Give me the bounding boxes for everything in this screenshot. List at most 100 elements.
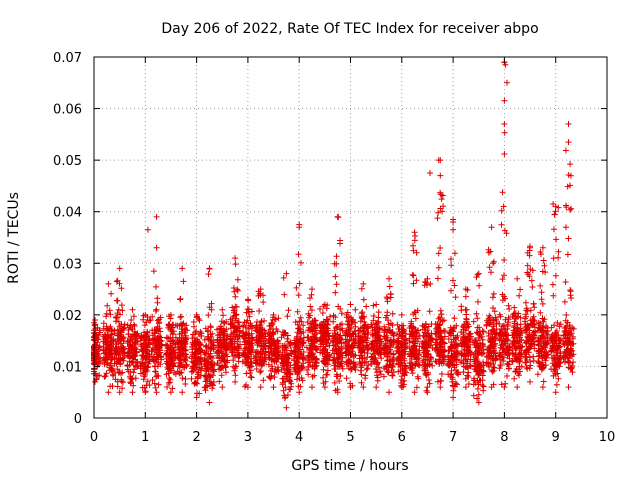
data-point [117, 311, 123, 318]
data-point [281, 362, 288, 369]
data-point [363, 303, 370, 310]
data-point [206, 304, 213, 311]
data-point [247, 370, 254, 376]
data-point [383, 363, 390, 370]
data-point [140, 316, 147, 323]
data-point [438, 371, 445, 377]
data-point [440, 203, 447, 210]
data-point [130, 349, 137, 356]
data-point [96, 327, 103, 334]
data-point [103, 370, 110, 377]
data-point [568, 205, 575, 212]
data-point [204, 365, 211, 372]
data-point [527, 378, 533, 385]
x-tick-label: 1 [141, 430, 149, 445]
data-point [357, 367, 364, 374]
data-point [176, 370, 183, 377]
x-tick-label: 0 [90, 430, 98, 445]
data-point [106, 307, 113, 314]
data-point [394, 321, 401, 328]
data-point [451, 315, 458, 322]
data-point [501, 384, 508, 391]
data-point [208, 361, 215, 368]
data-point [338, 360, 344, 367]
data-point [102, 373, 109, 380]
data-point [284, 335, 291, 342]
grid-lines [94, 57, 607, 418]
data-point [489, 294, 496, 301]
data-point [201, 356, 208, 363]
data-point [304, 319, 311, 326]
data-point [179, 375, 186, 382]
data-point [552, 389, 559, 396]
data-point [216, 348, 223, 355]
data-point [438, 311, 445, 318]
data-point [361, 313, 367, 320]
data-point [408, 328, 415, 335]
data-point [409, 370, 416, 377]
data-point [434, 378, 441, 385]
data-point [437, 329, 444, 336]
data-point [375, 318, 382, 325]
data-point [310, 321, 317, 328]
data-point [229, 315, 236, 322]
data-point [424, 327, 431, 334]
data-point [397, 368, 404, 375]
data-point [403, 336, 409, 343]
data-point [166, 360, 173, 367]
data-point [107, 311, 114, 318]
data-point [139, 346, 145, 353]
data-point [335, 345, 342, 352]
data-point [308, 342, 314, 349]
data-point [116, 265, 123, 272]
data-point [245, 358, 252, 365]
data-point [179, 389, 186, 396]
data-point [462, 293, 469, 300]
data-point [246, 313, 253, 320]
data-point [374, 337, 381, 344]
data-point [527, 243, 533, 250]
data-point [387, 290, 394, 297]
data-point [300, 322, 307, 329]
data-point [349, 344, 356, 351]
data-point [386, 275, 392, 282]
data-point [232, 378, 239, 385]
data-point [361, 330, 368, 337]
data-point [501, 272, 507, 279]
data-point [345, 351, 352, 358]
data-point [153, 213, 160, 220]
data-point [293, 284, 300, 291]
data-point [142, 311, 149, 318]
data-point [389, 372, 396, 379]
data-point [116, 332, 123, 339]
data-point [309, 286, 315, 293]
data-point [93, 350, 100, 357]
data-point [167, 342, 174, 349]
data-point [248, 374, 255, 381]
data-point [279, 381, 286, 388]
data-point [252, 359, 259, 366]
data-point [153, 354, 160, 361]
data-point [295, 292, 302, 299]
data-point [360, 384, 367, 391]
data-point [257, 328, 263, 334]
data-point [449, 326, 456, 333]
data-point [116, 280, 123, 287]
data-point [321, 351, 328, 358]
data-point [198, 355, 204, 362]
data-point [243, 309, 250, 316]
data-point [297, 314, 304, 321]
data-point [205, 327, 212, 334]
data-point [257, 322, 264, 328]
data-point [284, 367, 291, 374]
data-point [193, 342, 200, 349]
data-point [411, 335, 418, 342]
data-point [294, 354, 301, 361]
data-point [436, 321, 443, 328]
data-point [143, 319, 150, 326]
data-point [310, 350, 317, 357]
data-point [180, 356, 187, 363]
data-point [514, 384, 521, 391]
data-point [154, 299, 161, 306]
data-point [148, 348, 155, 355]
